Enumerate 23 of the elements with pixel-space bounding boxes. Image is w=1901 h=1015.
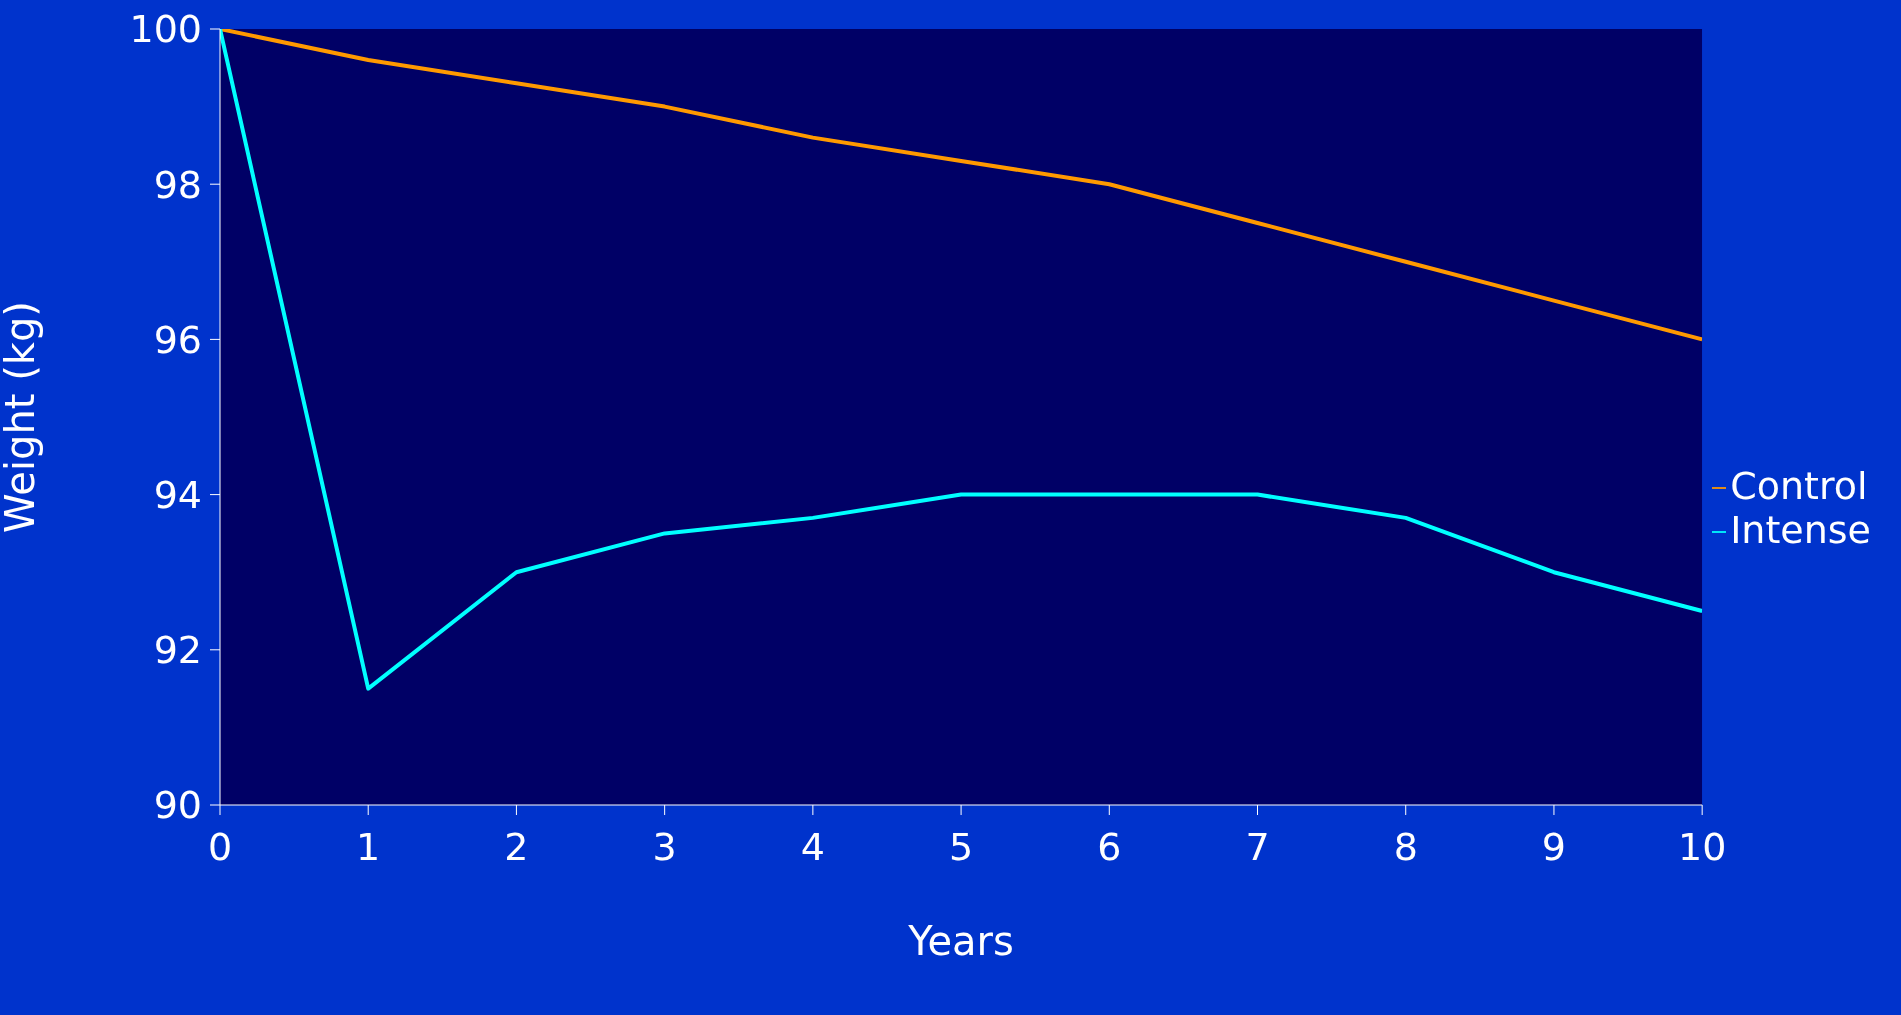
line-series — [220, 29, 1703, 691]
legend-label: Control — [1730, 463, 1868, 508]
y-axis-title: Weight (kg) — [0, 301, 44, 533]
legend-label: Intense — [1730, 507, 1871, 552]
y-tick-label: 92 — [153, 628, 202, 673]
x-tick-label: 5 — [948, 824, 974, 869]
x-tick-label: 1 — [356, 824, 381, 869]
y-tick-label: 98 — [153, 162, 202, 207]
x-tick-label: 0 — [207, 824, 233, 869]
x-tick-label: 6 — [1097, 824, 1122, 869]
x-tick-label: 4 — [800, 824, 825, 869]
y-tick-label: 90 — [153, 783, 202, 828]
x-tick-label: 2 — [504, 824, 529, 869]
x-tick-label: 7 — [1245, 824, 1270, 869]
y-tick-label: 94 — [153, 473, 202, 518]
line-series — [220, 29, 1703, 342]
x-tick-label: 9 — [1541, 824, 1567, 869]
x-axis-title: Years — [907, 918, 1014, 964]
x-tick-label: 8 — [1393, 824, 1418, 869]
y-tick-label: 100 — [129, 7, 202, 52]
x-tick-label: 3 — [652, 824, 677, 869]
x-tick-label: 10 — [1677, 824, 1727, 869]
y-tick-label: 96 — [153, 317, 202, 362]
